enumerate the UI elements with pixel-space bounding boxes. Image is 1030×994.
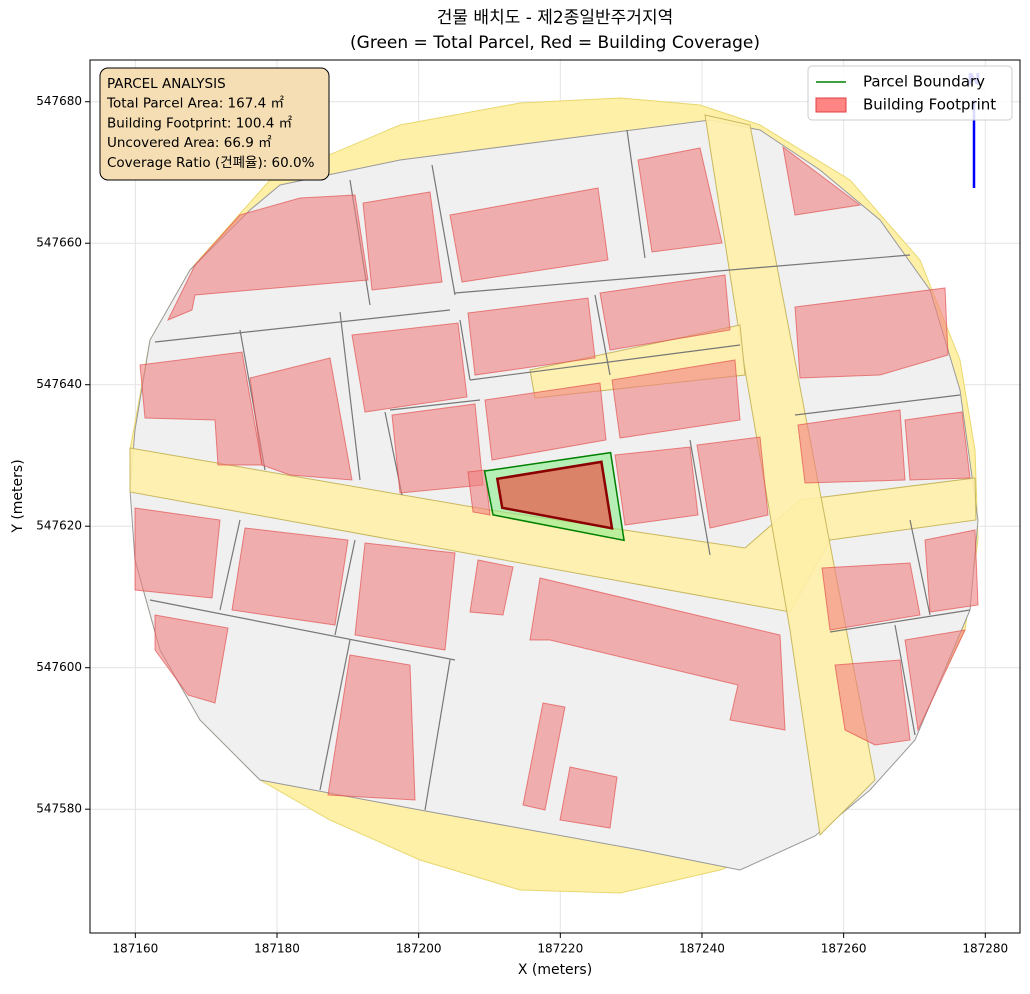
x-axis-label: X (meters) [518, 962, 592, 978]
y-tick-label: 547580 [36, 802, 82, 816]
y-tick-label: 547660 [36, 236, 82, 250]
annotation-box [99, 67, 330, 181]
building-polygon [495, 460, 614, 530]
y-tick-label: 547680 [36, 94, 82, 108]
y-tick-label: 547640 [36, 377, 82, 391]
x-tick-label: 187220 [537, 942, 583, 956]
annotation-line: PARCEL ANALYSIS [107, 76, 226, 92]
y-axis-label: Y (meters) [10, 459, 26, 533]
annotation-line: Total Parcel Area: 167.4 ㎡ [106, 96, 284, 112]
highlight [483, 451, 625, 542]
x-tick-label: 187260 [821, 942, 867, 956]
axes-frame [89, 59, 1021, 934]
legend-entries: Parcel Boundary Building Footprint [815, 73, 996, 114]
chart-title: 건물 배치도 - 제2종일반주거지역 [437, 8, 673, 28]
legend-swatch [815, 97, 847, 113]
y-tick-label: 547620 [36, 519, 82, 533]
legend [807, 65, 1013, 121]
buildings [134, 145, 979, 829]
chart-subtitle: (Green = Total Parcel, Red = Building Co… [350, 33, 760, 53]
annotation-line: Uncovered Area: 66.9 ㎡ [107, 135, 272, 151]
annotation: PARCEL ANALYSIS Total Parcel Area: 167.4 … [106, 76, 315, 171]
x-tick-label: 187200 [396, 942, 442, 956]
annotation-line: Coverage Ratio (건폐율): 60.0% [107, 155, 315, 171]
y-tick-label: 547600 [36, 660, 82, 674]
x-tick-label: 187280 [962, 942, 1008, 956]
legend-label: Building Footprint [863, 96, 996, 114]
legend-label: Parcel Boundary [863, 73, 985, 91]
annotation-line: Building Footprint: 100.4 ㎡ [107, 115, 293, 131]
x-tick-label: 187240 [679, 942, 725, 956]
x-tick-label: 187180 [254, 942, 300, 956]
x-tick-label: 187160 [112, 942, 158, 956]
